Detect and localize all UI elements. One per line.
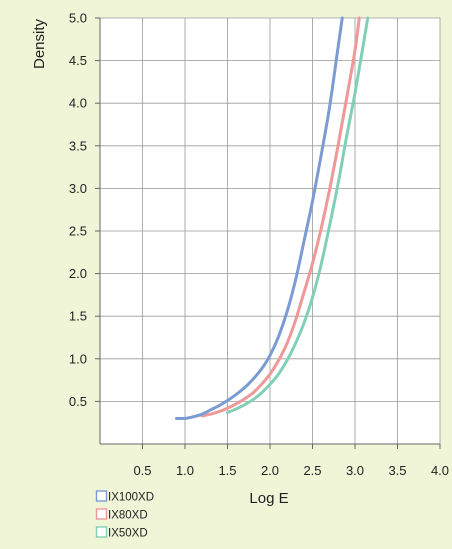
y-tick-label-2: 1.5	[69, 309, 87, 324]
series-layer	[175, 16, 370, 421]
y-tick-label-4: 2.5	[69, 224, 87, 239]
y-tick-label-1: 1.0	[69, 351, 87, 366]
series-line-ix100xd	[175, 16, 344, 421]
y-tick-label-3: 2.0	[69, 266, 87, 281]
y-tick-label-7: 4.0	[69, 96, 87, 111]
y-tick-label-8: 4.5	[69, 53, 87, 68]
x-tick-label-4: 2.5	[303, 463, 321, 478]
x-tick-label-0: 0.5	[133, 463, 151, 478]
y-tick-label-9: 5.0	[69, 11, 87, 26]
y-tick-label-5: 3.0	[69, 181, 87, 196]
x-tick-label-3: 2.0	[261, 463, 279, 478]
tick-labels: 0.5 1.0 1.5 2.0 2.5 3.0 3.5 4.0 0.5 1.0 1.5 2.0 2.5 3…	[69, 11, 449, 479]
series-line-ix80xd	[200, 16, 361, 418]
x-tick-label-2: 1.5	[218, 463, 236, 478]
x-axis-label: Log E	[249, 490, 288, 507]
legend-label-ix100xd: IX100XD	[108, 492, 154, 504]
y-tick-label-0: 0.5	[69, 394, 87, 409]
axes	[95, 17, 441, 449]
series-line-ix50xd	[226, 16, 370, 414]
legend-swatch-ix80xd	[95, 508, 108, 520]
x-tick-label-7: 4.0	[431, 463, 449, 478]
x-tick-label-6: 3.5	[388, 463, 406, 478]
legend: IX100XD IX80XD IX50XD	[95, 490, 154, 540]
grid	[100, 17, 441, 444]
legend-label-ix50xd: IX50XD	[108, 528, 148, 540]
y-tick-label-6: 3.5	[69, 138, 87, 153]
y-axis-label: Density	[31, 18, 48, 69]
legend-label-ix80xd: IX80XD	[108, 510, 148, 522]
legend-swatch-ix50xd	[95, 526, 108, 538]
legend-swatch-ix100xd	[95, 490, 108, 502]
x-tick-label-5: 3.0	[346, 463, 364, 478]
x-tick-label-1: 1.0	[176, 463, 194, 478]
